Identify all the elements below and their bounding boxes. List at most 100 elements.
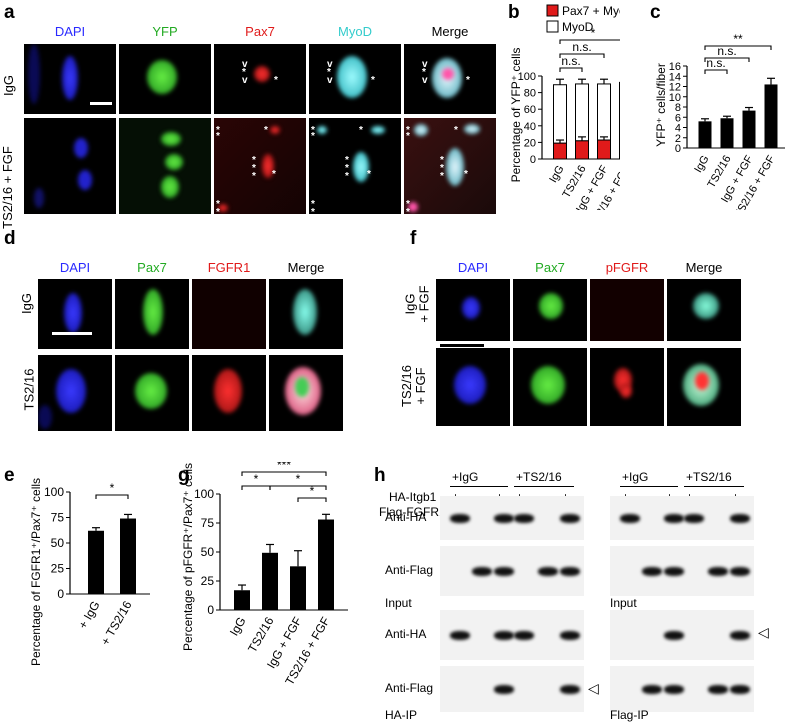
significance-bracket — [704, 69, 728, 74]
marker-asterisk: * — [311, 125, 315, 136]
panel-a-header-myod: MyoD — [338, 24, 372, 39]
significance-bracket — [269, 485, 327, 490]
bar — [318, 519, 334, 610]
marker-asterisk: * — [216, 131, 220, 142]
bar-pax7-myod — [619, 116, 620, 160]
h-blot-label: Anti-Flag — [385, 563, 434, 577]
chart-g-ylabel: Percentage of pFGFR⁺/Pax7⁺ cells — [181, 463, 195, 651]
marker-asterisk: v — [327, 59, 333, 70]
y-tick-label: 10 — [669, 92, 681, 104]
bar — [120, 518, 136, 594]
panel-f-header-dapi: DAPI — [457, 260, 489, 275]
blot-band — [514, 631, 534, 640]
marker-asterisk: * — [466, 75, 470, 86]
bar — [720, 118, 734, 148]
blot-band — [514, 514, 534, 523]
marker-asterisk: * — [252, 163, 256, 174]
cell-signal — [317, 126, 327, 134]
scale-bar-d — [52, 332, 92, 335]
h-row-label-ha-itgb1: HA-Itgb1 — [389, 490, 437, 504]
chart-e: Percentage of FGFR1⁺/Pax7⁺ cells 0 25 50 75… — [29, 478, 150, 666]
marker-asterisk: * — [272, 169, 276, 180]
panel-f-header-merge: Merge — [685, 260, 723, 275]
h-left-group-igg: +IgG — [452, 470, 479, 484]
blot-band — [664, 685, 684, 694]
significance-label: * — [110, 481, 115, 495]
cell-signal — [165, 154, 183, 170]
cell-signal — [408, 202, 418, 212]
marker-asterisk: * — [216, 199, 220, 210]
blot-band — [560, 567, 580, 576]
blot-band — [494, 685, 514, 694]
cell-signal — [262, 154, 274, 178]
significance-label: ** — [733, 32, 743, 46]
blot-left-3 — [440, 666, 584, 712]
significance-label: * — [591, 26, 596, 40]
marker-asterisk: * — [406, 131, 410, 142]
h-left-group-line-ts — [514, 486, 574, 487]
blot-band — [494, 514, 514, 523]
y-tick-label: 50 — [201, 545, 215, 559]
blot-right-1 — [610, 546, 754, 596]
y-tick-label: 0 — [675, 143, 681, 155]
blot-band — [472, 567, 492, 576]
panel-a-header-merge: Merge — [431, 24, 469, 39]
panel-f-row-line: + FGF — [412, 367, 428, 405]
panel-label-b: b — [508, 2, 520, 23]
marker-asterisk: v — [327, 75, 333, 86]
bar-myod — [575, 83, 589, 142]
chart-c-ylabel: YFP⁺ cells/fiber — [654, 63, 668, 147]
image-a-ts-pax7: * * * * * * * * * — [214, 118, 306, 214]
panel-label-d: d — [4, 228, 16, 249]
significance-bracket — [559, 39, 620, 44]
blot-band — [494, 631, 514, 640]
x-category-label: + IgG — [76, 599, 103, 632]
marker-asterisk: * — [440, 163, 444, 174]
h-input-label-right: Input — [610, 596, 637, 610]
cell-signal — [693, 293, 719, 319]
significance-label: * — [310, 484, 315, 498]
significance-label: n.s. — [572, 40, 591, 54]
cell-signal — [620, 384, 632, 398]
h-right-group-ts216: +TS2/16 — [686, 470, 732, 484]
significance-label: * — [254, 472, 259, 486]
bar-pax7-myod — [575, 140, 589, 160]
blot-right-3 — [610, 666, 754, 712]
panel-label-f: f — [410, 228, 417, 249]
marker-asterisk: * — [264, 125, 268, 136]
image-a-ts-yfp — [119, 118, 211, 214]
marker-asterisk: * — [406, 125, 410, 136]
significance-bracket — [704, 57, 750, 62]
cell-signal — [254, 66, 270, 82]
image-a-igg-pax7: v * v * — [214, 44, 306, 114]
significance-bracket — [241, 485, 271, 490]
y-tick-label: 50 — [51, 536, 65, 550]
h-ip-label-right: Flag-IP — [610, 708, 649, 722]
h-left-group-line-igg — [450, 486, 508, 487]
blot-band — [560, 631, 580, 640]
panel-a-row-ts216-fgf: TS2/16 + FGF — [0, 146, 15, 229]
panel-d-header-dapi: DAPI — [59, 260, 91, 275]
marker-asterisk: * — [311, 131, 315, 142]
y-tick-label: 100 — [194, 487, 214, 501]
significance-bracket — [297, 497, 327, 502]
panel-f-row-line: TS2/16 — [398, 365, 414, 407]
blot-band — [560, 514, 580, 523]
blot-band — [708, 567, 728, 576]
h-right-group-line-ts — [684, 486, 744, 487]
cell-signal — [446, 148, 464, 186]
blot-band — [642, 567, 662, 576]
legend-label-myod: MyoD — [562, 20, 594, 34]
y-tick-label: 6 — [675, 112, 681, 124]
marker-asterisk: * — [464, 169, 468, 180]
y-tick-label: 4 — [675, 123, 681, 135]
cell-signal — [454, 366, 486, 404]
marker-asterisk: * — [371, 75, 375, 86]
y-tick-label: 20 — [524, 137, 536, 149]
y-tick-label: 100 — [518, 71, 536, 83]
h-input-label-left: Input — [385, 596, 412, 610]
cell-signal — [143, 289, 163, 335]
image-d-ts-merge — [269, 355, 343, 431]
marker-asterisk: * — [252, 155, 256, 166]
